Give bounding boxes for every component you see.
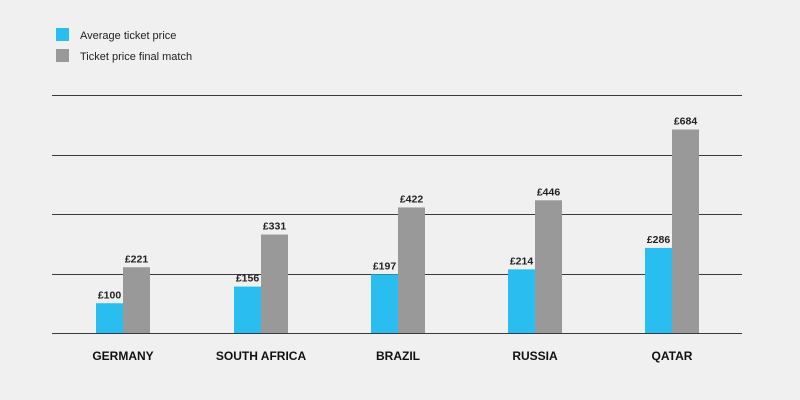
category-label-russia: RUSSIA bbox=[512, 349, 558, 363]
category-label-qatar: QATAR bbox=[652, 349, 693, 363]
value-label-ticket-price-final-match-qatar: £684 bbox=[674, 116, 698, 128]
legend-swatch-ticket-price-final-match bbox=[56, 49, 69, 62]
gridlines bbox=[52, 95, 742, 334]
legend-label-ticket-price-final-match: Ticket price final match bbox=[80, 51, 192, 63]
value-label-ticket-price-final-match-south-africa: £331 bbox=[263, 221, 287, 233]
bars bbox=[96, 129, 699, 333]
value-labels: £100 £221 £156 £331 £197 £422 £214 £446 £286 £684 bbox=[98, 116, 698, 302]
category-label-south-africa: SOUTH AFRICA bbox=[216, 349, 307, 363]
category-labels: GERMANY SOUTH AFRICA BRAZIL RUSSIA QATAR bbox=[92, 349, 692, 363]
value-label-average-ticket-price-south-africa: £156 bbox=[236, 273, 260, 285]
value-label-ticket-price-final-match-brazil: £422 bbox=[400, 193, 424, 205]
bar-ticket-price-final-match-south-africa bbox=[261, 234, 288, 333]
legend-swatch-average-ticket-price bbox=[56, 28, 69, 41]
value-label-average-ticket-price-germany: £100 bbox=[98, 289, 122, 301]
bar-ticket-price-final-match-qatar bbox=[672, 129, 699, 333]
bar-average-ticket-price-qatar bbox=[645, 247, 672, 333]
bar-average-ticket-price-germany bbox=[96, 303, 123, 333]
category-label-germany: GERMANY bbox=[92, 349, 153, 363]
value-label-ticket-price-final-match-russia: £446 bbox=[537, 186, 561, 198]
category-label-brazil: BRAZIL bbox=[376, 349, 420, 363]
bar-average-ticket-price-russia bbox=[508, 269, 535, 333]
value-label-ticket-price-final-match-germany: £221 bbox=[125, 253, 149, 265]
legend-label-average-ticket-price: Average ticket price bbox=[80, 30, 176, 42]
value-label-average-ticket-price-brazil: £197 bbox=[373, 260, 397, 272]
value-label-average-ticket-price-russia: £214 bbox=[510, 255, 534, 267]
bar-average-ticket-price-brazil bbox=[371, 274, 398, 333]
bar-ticket-price-final-match-germany bbox=[123, 267, 150, 333]
legend: Average ticket price Ticket price final … bbox=[56, 28, 192, 63]
value-label-average-ticket-price-qatar: £286 bbox=[647, 234, 671, 246]
bar-average-ticket-price-south-africa bbox=[234, 286, 261, 333]
bar-ticket-price-final-match-brazil bbox=[398, 207, 425, 333]
bar-ticket-price-final-match-russia bbox=[535, 200, 562, 333]
